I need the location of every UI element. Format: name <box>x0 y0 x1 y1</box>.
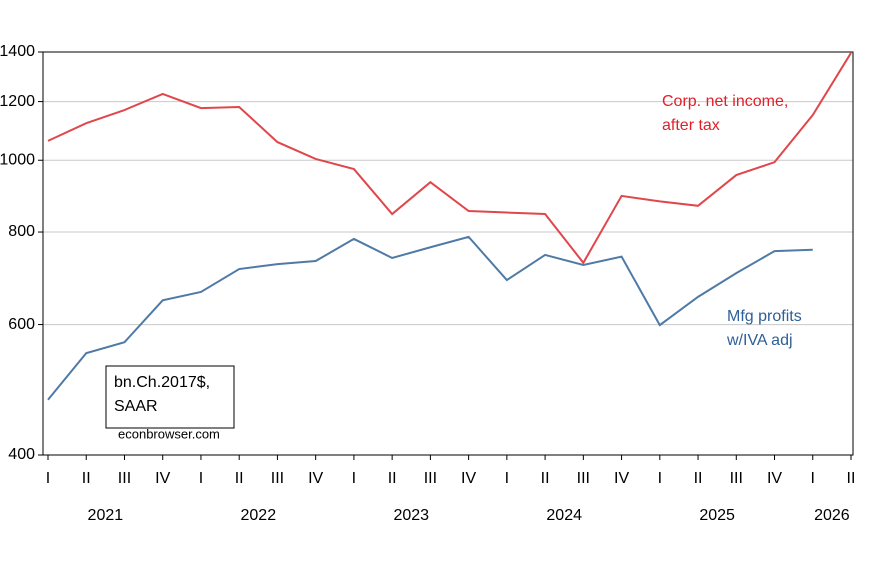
year-label: 2024 <box>546 507 582 524</box>
x-tick-label: III <box>424 470 437 487</box>
x-tick-label: II <box>82 470 91 487</box>
x-tick-label: III <box>577 470 590 487</box>
y-tick-label: 600 <box>8 316 35 333</box>
annotation: Corp. net income, <box>662 93 788 110</box>
x-tick-label: II <box>847 470 856 487</box>
x-tick-label: IV <box>308 470 323 487</box>
year-label: 2025 <box>699 507 735 524</box>
series-line <box>47 235 813 401</box>
x-tick-label: I <box>811 470 815 487</box>
y-tick-label: 1200 <box>0 93 35 110</box>
x-tick-label: III <box>118 470 131 487</box>
y-tick-label: 400 <box>8 446 35 463</box>
x-tick-label: I <box>46 470 50 487</box>
year-label: 2026 <box>814 507 850 524</box>
x-tick-label: IV <box>461 470 476 487</box>
year-label: 2021 <box>88 507 124 524</box>
x-tick-label: III <box>730 470 743 487</box>
x-tick-label: IV <box>155 470 170 487</box>
x-tick-label: III <box>271 470 284 487</box>
x-tick-label: II <box>541 470 550 487</box>
x-tick-label: II <box>388 470 397 487</box>
x-tick-label: I <box>505 470 509 487</box>
annotation: SAAR <box>114 398 158 415</box>
annotation: bn.Ch.2017$, <box>114 374 210 391</box>
year-label: 2023 <box>393 507 429 524</box>
series-line <box>47 52 852 265</box>
unit-box <box>105 365 235 429</box>
x-tick-label: IV <box>614 470 629 487</box>
plot-frame <box>42 51 854 456</box>
x-tick-label: I <box>352 470 356 487</box>
annotation: after tax <box>662 117 720 134</box>
x-tick-label: I <box>658 470 662 487</box>
annotation: econbrowser.com <box>118 426 220 441</box>
y-tick-label: 1000 <box>0 151 35 168</box>
year-label: 2022 <box>241 507 277 524</box>
y-tick-label: 1400 <box>0 43 35 60</box>
annotation: Mfg profits <box>727 308 802 325</box>
x-tick-label: IV <box>767 470 782 487</box>
x-tick-label: I <box>199 470 203 487</box>
y-tick-label: 800 <box>8 223 35 240</box>
x-tick-label: II <box>235 470 244 487</box>
x-tick-label: II <box>694 470 703 487</box>
annotation: w/IVA adj <box>726 332 793 349</box>
